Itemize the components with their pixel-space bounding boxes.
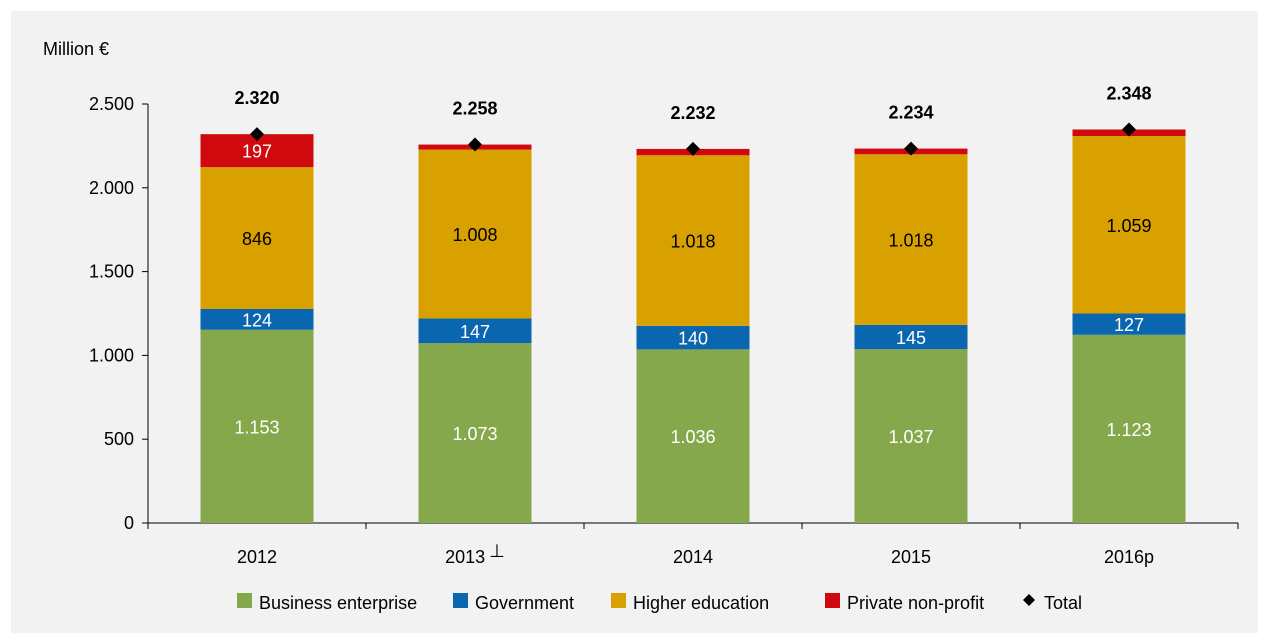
- x-tick-label: 2013 ⊥: [445, 541, 505, 567]
- legend-swatch: [237, 593, 252, 608]
- bar-segment-higher-education: [854, 154, 968, 325]
- y-tick-label: 1.000: [89, 345, 134, 365]
- legend-swatch: [611, 593, 626, 608]
- bar-segment-government: [1072, 313, 1186, 335]
- legend-swatch: [453, 593, 468, 608]
- total-value-label: 2.258: [452, 99, 497, 119]
- total-value-label: 2.234: [888, 103, 933, 123]
- bar-value-label: 1.018: [670, 232, 715, 252]
- y-tick-label: 2.000: [89, 178, 134, 198]
- bars: 1.153 124 846 197 1.073 147 1.008 1.036 140 1.018…: [200, 129, 1186, 523]
- bar-value-label: 1.073: [452, 424, 497, 444]
- y-tick-label: 2.500: [89, 94, 134, 114]
- bar-segment-higher-education: [1072, 136, 1186, 314]
- x-tick-label: 2012: [237, 547, 277, 567]
- x-tick-label: 2016p: [1104, 547, 1154, 567]
- y-tick-label: 0: [124, 513, 134, 533]
- bar-segment-government: [636, 325, 750, 350]
- legend-item: Business enterprise: [237, 593, 417, 613]
- legend-item: Higher education: [611, 593, 769, 613]
- bar-segment-higher-education: [636, 155, 750, 326]
- total-marker: [468, 137, 482, 152]
- legend: Business enterprise Government Higher educ…: [237, 593, 1082, 613]
- bar-value-label: 1.018: [888, 231, 933, 251]
- legend-label: Government: [475, 593, 574, 613]
- bar-value-label: 1.036: [670, 427, 715, 447]
- legend-item: Total: [1023, 593, 1082, 613]
- bar-value-label: 127: [1114, 315, 1144, 335]
- bar-segment-business-enterprise: [418, 343, 532, 523]
- total-markers: 2.320 2.258 2.232 2.234 2.348: [234, 83, 1152, 156]
- stacked-bar-chart: Million € 0 500 1.000 1.500 2.000 2.500 2012 20…: [43, 39, 1239, 613]
- y-tick-label: 1.500: [89, 262, 134, 282]
- legend-swatch: [825, 593, 840, 608]
- bar-segment-business-enterprise: [1072, 334, 1186, 523]
- x-tick-label: 2014: [673, 547, 713, 567]
- x-tick-label: 2015: [891, 547, 931, 567]
- bar-segment-government: [418, 318, 532, 344]
- total-value-label: 2.348: [1106, 83, 1151, 103]
- bar-value-label: 140: [678, 329, 708, 349]
- bar-value-label: 846: [242, 229, 272, 249]
- bar-value-label: 1.008: [452, 225, 497, 245]
- total-marker: [250, 127, 264, 142]
- bar-value-label: 1.037: [888, 427, 933, 447]
- legend-label: Total: [1044, 593, 1082, 613]
- total-marker: [904, 141, 918, 156]
- total-marker: [1122, 122, 1136, 137]
- y-tick-label: 500: [104, 429, 134, 449]
- legend-swatch: [1023, 594, 1035, 606]
- y-axis-label: Million €: [43, 39, 109, 59]
- legend-item: Government: [453, 593, 574, 613]
- bar-segment-higher-education: [200, 167, 314, 309]
- bar-value-label: 197: [242, 142, 272, 162]
- bar-segment-government: [200, 308, 314, 330]
- chart-frame: Million € 0 500 1.000 1.500 2.000 2.500 2012 20…: [11, 11, 1258, 633]
- bar-value-label: 1.153: [234, 417, 279, 437]
- bar-segment-business-enterprise: [636, 349, 750, 523]
- bar-value-label: 1.123: [1106, 420, 1151, 440]
- total-marker: [686, 141, 700, 156]
- bar-segment-business-enterprise: [200, 329, 314, 523]
- total-value-label: 2.320: [234, 88, 279, 108]
- bar-value-label: 124: [242, 310, 272, 330]
- bar-value-label: 145: [896, 328, 926, 348]
- legend-label: Business enterprise: [259, 593, 417, 613]
- total-value-label: 2.232: [670, 103, 715, 123]
- break-mark: ⊥: [489, 541, 505, 561]
- bar-value-label: 147: [460, 322, 490, 342]
- legend-label: Private non-profit: [847, 593, 984, 613]
- legend-item: Private non-profit: [825, 593, 984, 613]
- bar-value-label: 1.059: [1106, 216, 1151, 236]
- bar-segment-government: [854, 324, 968, 350]
- bar-segment-higher-education: [418, 149, 532, 319]
- legend-label: Higher education: [633, 593, 769, 613]
- bar-segment-business-enterprise: [854, 349, 968, 523]
